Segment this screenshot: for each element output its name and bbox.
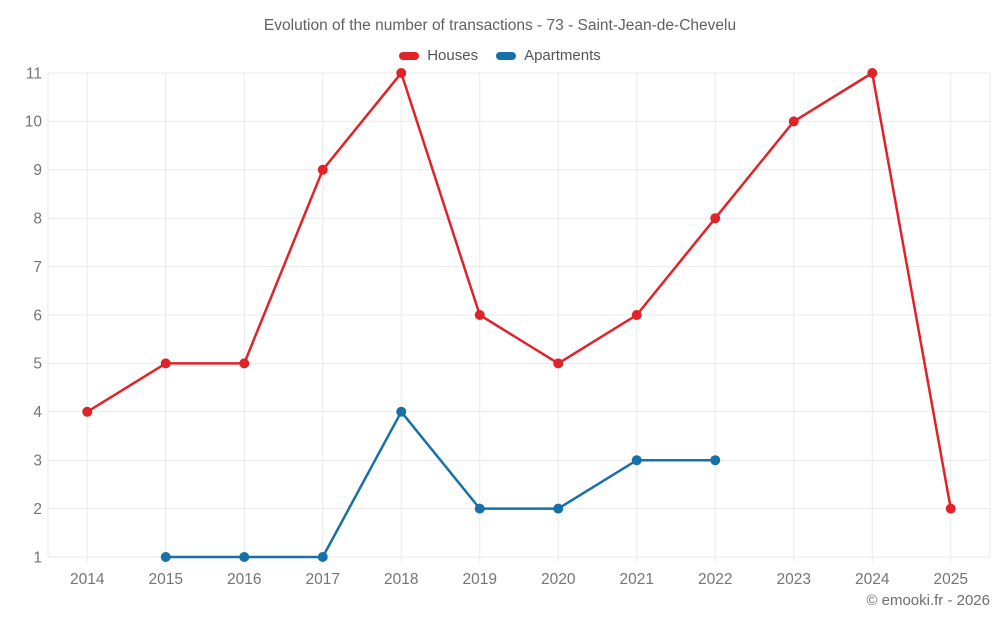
legend: Houses Apartments bbox=[0, 47, 1000, 64]
y-axis-tick-label: 8 bbox=[33, 210, 42, 227]
y-axis-tick-label: 6 bbox=[33, 307, 42, 324]
data-point-houses-2014[interactable] bbox=[82, 406, 93, 417]
data-point-apartments-2017[interactable] bbox=[317, 552, 328, 562]
data-point-apartments-2016[interactable] bbox=[239, 552, 250, 562]
legend-label-houses: Houses bbox=[427, 47, 479, 64]
x-axis-tick-label: 2019 bbox=[463, 571, 497, 588]
x-axis-tick-label: 2016 bbox=[227, 571, 261, 588]
data-point-houses-2016[interactable] bbox=[239, 358, 250, 369]
data-point-apartments-2020[interactable] bbox=[553, 503, 564, 514]
x-axis-tick-label: 2025 bbox=[934, 571, 968, 588]
data-point-apartments-2022[interactable] bbox=[710, 455, 721, 466]
data-point-apartments-2015[interactable] bbox=[160, 552, 171, 562]
x-axis-tick-label: 2018 bbox=[384, 571, 418, 588]
apartments-swatch-icon bbox=[496, 51, 517, 60]
data-point-houses-2022[interactable] bbox=[710, 213, 721, 224]
y-axis-tick-label: 7 bbox=[33, 259, 42, 276]
x-axis-tick-label: 2022 bbox=[698, 571, 732, 588]
data-point-houses-2024[interactable] bbox=[867, 68, 878, 78]
data-point-apartments-2018[interactable] bbox=[396, 406, 407, 417]
series-line-apartments bbox=[164, 410, 717, 559]
x-axis-tick-label: 2023 bbox=[777, 571, 811, 588]
y-axis-tick-label: 4 bbox=[33, 404, 42, 421]
y-axis-tick-label: 1 bbox=[33, 549, 42, 566]
data-point-houses-2019[interactable] bbox=[474, 310, 485, 320]
data-point-houses-2025[interactable] bbox=[945, 503, 956, 514]
x-axis-tick-label: 2014 bbox=[70, 571, 105, 588]
x-axis-tick-label: 2015 bbox=[149, 571, 183, 588]
attribution: © emooki.fr - 2026 bbox=[866, 592, 990, 609]
data-point-houses-2018[interactable] bbox=[396, 68, 407, 78]
x-axis-tick-label: 2021 bbox=[620, 571, 654, 588]
y-axis-tick-label: 5 bbox=[33, 356, 42, 373]
y-axis-tick-label: 2 bbox=[33, 501, 42, 518]
legend-label-apartments: Apartments bbox=[524, 47, 601, 64]
data-point-apartments-2019[interactable] bbox=[474, 503, 485, 514]
x-axis-tick-label: 2017 bbox=[306, 571, 340, 588]
chart-title: Evolution of the number of transactions … bbox=[263, 17, 737, 34]
data-point-houses-2015[interactable] bbox=[160, 358, 171, 369]
data-point-houses-2021[interactable] bbox=[631, 310, 642, 320]
x-axis-tick-label: 2024 bbox=[855, 571, 890, 588]
x-axis-tick-label: 2020 bbox=[541, 571, 576, 588]
series-line-houses bbox=[86, 71, 952, 510]
legend-item-apartments[interactable]: Apartments bbox=[496, 47, 601, 64]
legend-item-houses[interactable]: Houses bbox=[399, 47, 478, 64]
y-axis-tick-label: 11 bbox=[26, 65, 42, 82]
y-axis-tick-label: 10 bbox=[25, 114, 43, 131]
y-axis-tick-label: 9 bbox=[33, 162, 42, 179]
data-point-apartments-2021[interactable] bbox=[631, 455, 642, 466]
data-point-houses-2020[interactable] bbox=[553, 358, 564, 369]
data-point-houses-2017[interactable] bbox=[317, 164, 328, 175]
y-axis-tick-label: 3 bbox=[33, 452, 42, 469]
data-point-houses-2023[interactable] bbox=[788, 116, 799, 127]
houses-swatch-icon bbox=[399, 51, 420, 60]
